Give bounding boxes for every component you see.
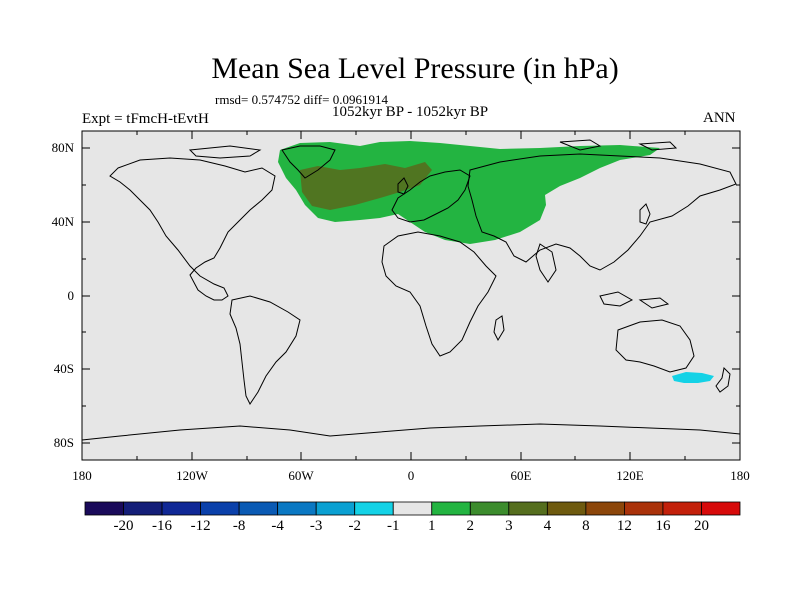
lon-label-0: 0 [407, 468, 415, 483]
colorbar-swatch [701, 501, 741, 516]
lat-label-80s: 80S [53, 435, 74, 450]
colorbar-swatch [469, 501, 510, 516]
colorbar-label: -12 [190, 518, 211, 534]
colorbar-swatch [238, 501, 279, 516]
colorbar-label: -16 [152, 518, 173, 534]
season-label: ANN [703, 110, 736, 126]
colorbar-swatch [585, 501, 625, 516]
coastline-india [535, 243, 557, 283]
colorbar-swatch [84, 501, 124, 516]
coastline-se-asia-islands [599, 291, 670, 309]
colorbar-label: 16 [655, 518, 671, 534]
coastline-madagascar [493, 315, 505, 342]
colorbar-label: 20 [693, 518, 709, 534]
colorbar-swatch [161, 501, 201, 516]
colorbar-label: -1 [386, 518, 400, 534]
coastline-arctic-islands [188, 139, 678, 159]
anomaly-region-southern-ocean [672, 372, 714, 383]
colorbar-swatch [624, 501, 664, 516]
colorbar-label: 3 [505, 518, 513, 534]
colorbar-label: 8 [582, 518, 590, 534]
coastlines [82, 139, 740, 441]
colorbar-label: -20 [113, 518, 134, 534]
colorbar [84, 501, 741, 516]
colorbar-swatch [277, 501, 317, 516]
coastline-greenland [281, 145, 336, 179]
lon-label-60e: 60E [510, 468, 532, 483]
colorbar-label: 1 [428, 518, 436, 534]
colorbar-swatch [508, 501, 548, 516]
colorbar-label: 2 [466, 518, 475, 534]
plot-title: Mean Sea Level Pressure (in hPa) [211, 52, 619, 85]
lon-label-120e: 120E [616, 468, 644, 483]
colorbar-swatch [392, 501, 433, 516]
colorbar-label: -4 [271, 518, 284, 534]
colorbar-swatch [431, 501, 471, 516]
colorbar-swatch [315, 501, 356, 516]
coastline-japan [639, 203, 651, 225]
colorbar-label: -2 [348, 518, 361, 534]
rmsd-subtitle: rmsd= 0.574752 diff= 0.0961914 [215, 92, 388, 107]
lon-label-180w: 180 [72, 468, 92, 483]
experiment-label: Expt = tFmcH-tEvtH [82, 111, 209, 127]
center-subtitle: 1052kyr BP - 1052kyr BP [331, 104, 489, 120]
lat-label-40s: 40S [53, 361, 74, 376]
coastline-asia [467, 153, 737, 271]
coastline-africa [381, 231, 497, 357]
coastline-south-america [229, 295, 301, 405]
coastline-british-isles [397, 177, 409, 195]
coastline-new-zealand [715, 366, 731, 393]
colorbar-swatch [662, 501, 702, 516]
lat-label-0: 0 [67, 288, 75, 303]
colorbar-label: 12 [616, 518, 632, 534]
coastline-north-america [109, 157, 276, 301]
colorbar-label: -8 [232, 518, 246, 534]
colorbar-swatch [123, 501, 163, 516]
colorbar-swatch [354, 501, 394, 516]
anomaly-region-north-atlantic-core [300, 162, 432, 210]
lon-label-180e: 180 [730, 468, 750, 483]
colorbar-swatch [546, 501, 587, 516]
colorbar-swatch [200, 501, 240, 516]
colorbar-label: -3 [309, 518, 323, 534]
coastline-antarctica [82, 423, 740, 441]
colorbar-label: 4 [543, 518, 552, 534]
lon-label-120w: 120W [176, 468, 208, 483]
lat-label-80n: 80N [51, 140, 74, 155]
coastline-europe [391, 169, 471, 223]
lon-label-60w: 60W [288, 468, 314, 483]
lon-tick-marks [81, 131, 741, 460]
lat-tick-marks [82, 147, 740, 444]
coastline-australia [615, 319, 695, 373]
lat-label-40n: 40N [51, 214, 74, 229]
